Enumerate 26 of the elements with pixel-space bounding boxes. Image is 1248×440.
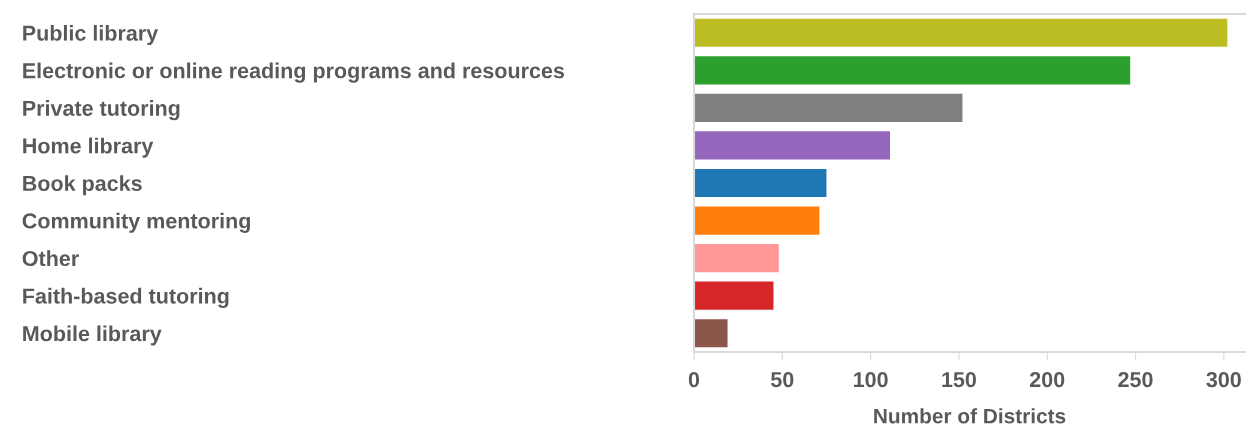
bar: [694, 206, 820, 235]
x-tick-label: 250: [1118, 372, 1153, 388]
x-axis-title: Number of Districts: [874, 408, 1066, 424]
y-tick-label: Community mentoring: [22, 212, 250, 233]
x-tick-label: 200: [1029, 372, 1065, 388]
y-tick-label: Mobile library: [23, 325, 162, 346]
y-tick-label: Book packs: [23, 175, 142, 196]
y-tick-label: Home library: [23, 137, 154, 158]
bar: [694, 18, 1228, 47]
bar: [694, 168, 827, 198]
x-tick-label: 300: [1206, 372, 1241, 388]
bar: [694, 244, 779, 273]
y-tick-label: Electronic or online reading programs and resources: [23, 62, 565, 83]
x-tick-label: 50: [770, 372, 794, 388]
y-tick-label: Other: [22, 250, 79, 267]
x-tick-label: 150: [942, 372, 976, 388]
x-tick-label: 100: [854, 372, 888, 388]
bar: [694, 93, 963, 122]
bar: [694, 281, 774, 310]
y-tick-label: Public library: [23, 24, 159, 46]
bar: [694, 319, 728, 348]
bar: [694, 56, 1131, 85]
y-tick-label: Private tutoring: [23, 100, 180, 121]
bar: [694, 131, 891, 160]
y-tick-label: Faith-based tutoring: [23, 287, 229, 309]
x-tick-label: 0: [688, 372, 700, 388]
